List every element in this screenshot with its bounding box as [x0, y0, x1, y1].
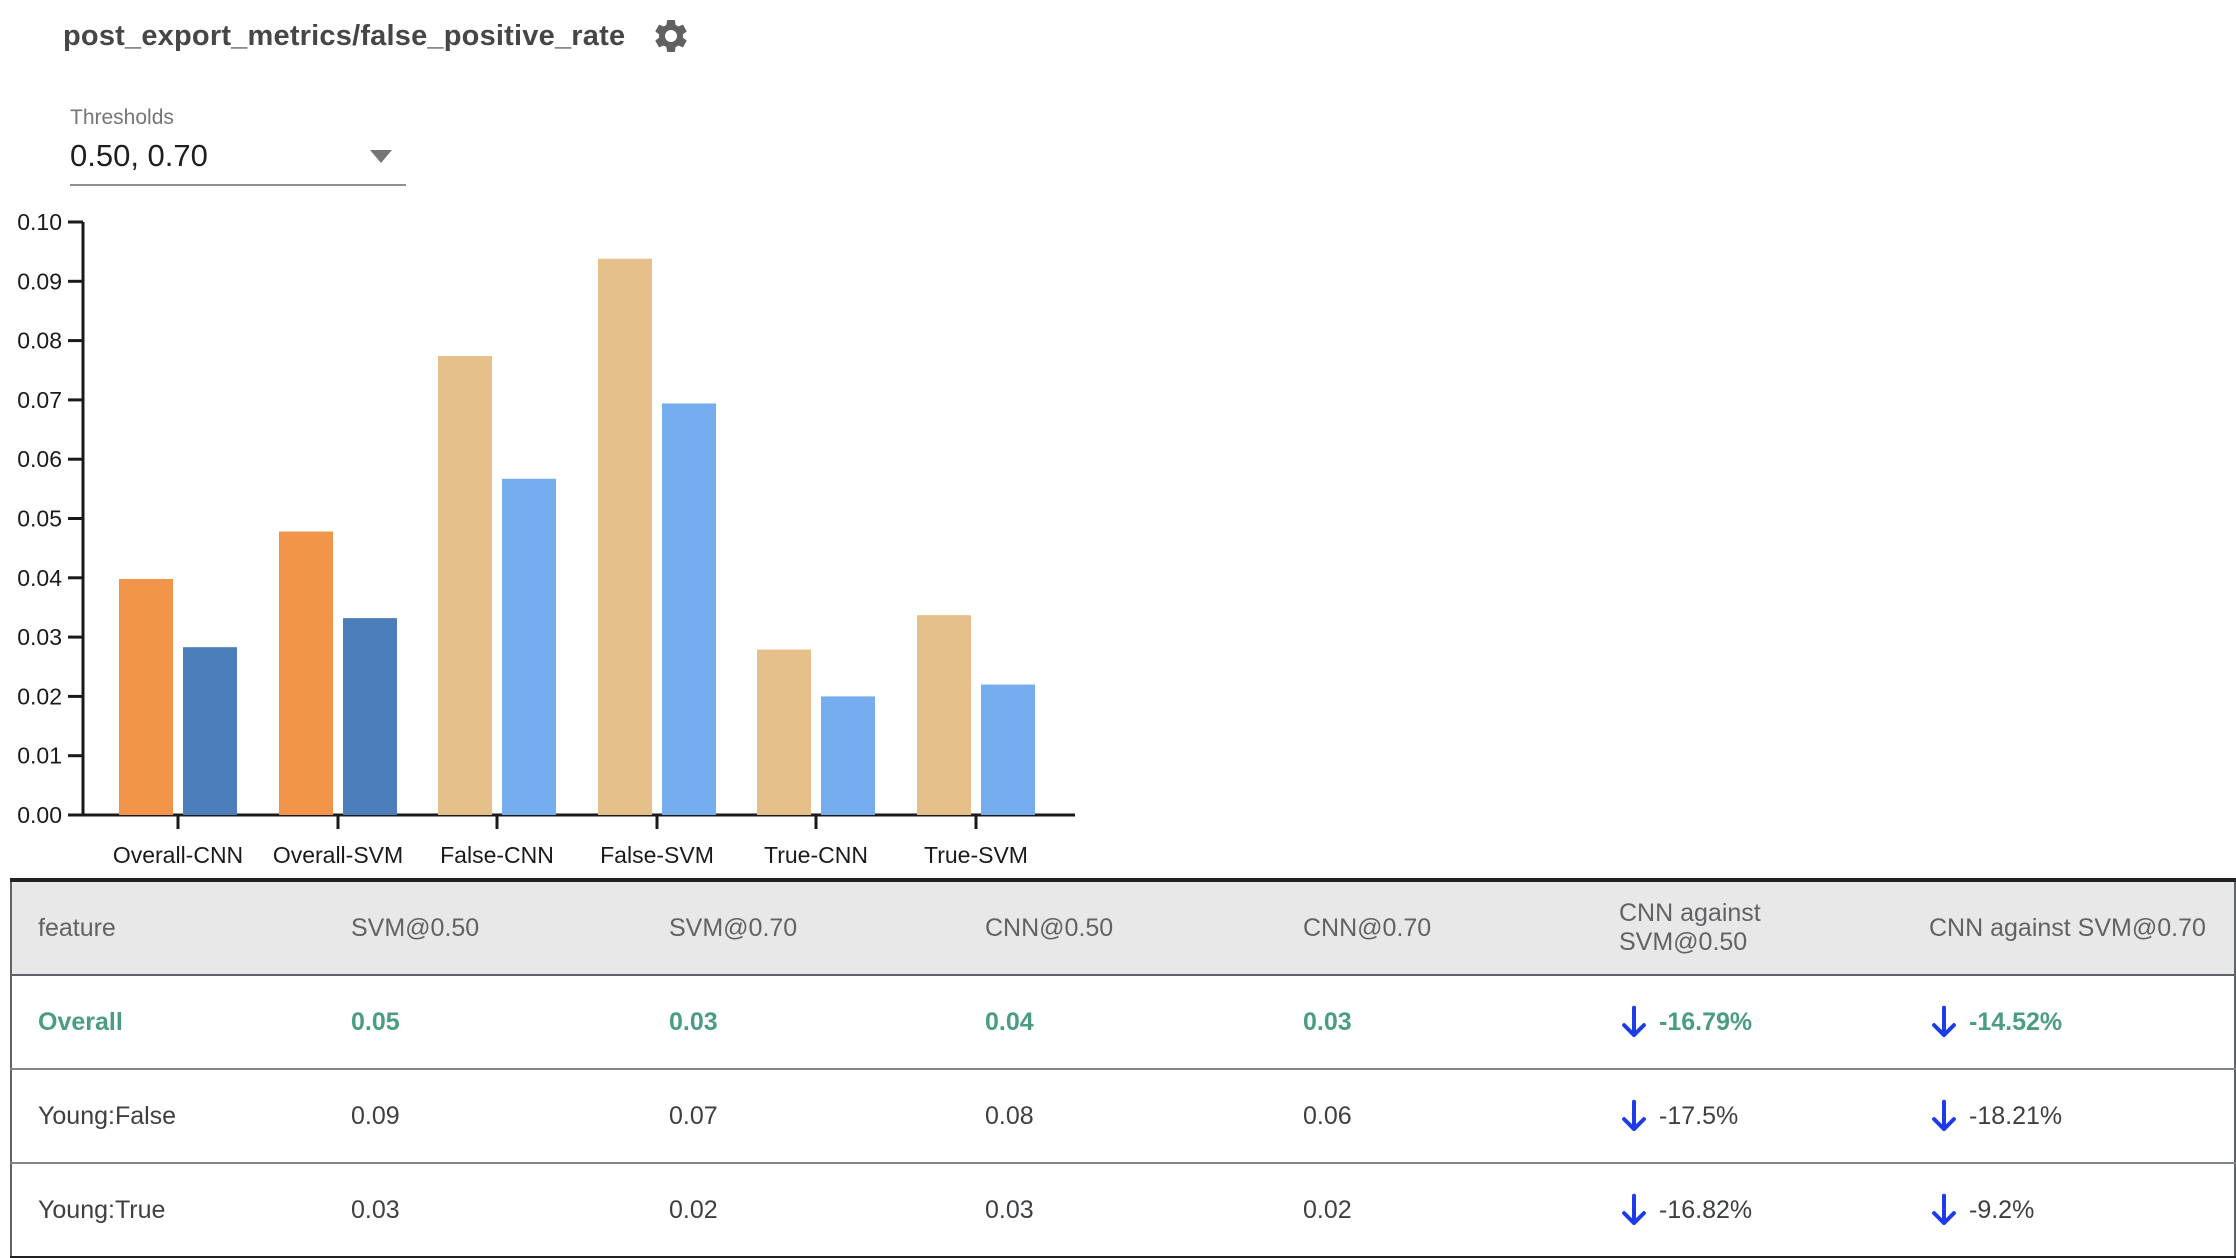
table-row[interactable]: Overall 0.05 0.03 0.04 0.03 -16.79% -14.52% — [11, 975, 2235, 1070]
feature-cell: Overall — [11, 975, 325, 1070]
bar-True-SVM-threshold-070[interactable] — [981, 684, 1035, 815]
y-tick-label: 0.03 — [17, 624, 62, 650]
y-tick-label: 0.00 — [17, 802, 62, 828]
bar-Overall-CNN-threshold-050[interactable] — [119, 578, 173, 815]
table-header-row: feature SVM@0.50 SVM@0.70 CNN@0.50 CNN@0… — [11, 880, 2235, 976]
y-tick-label: 0.05 — [17, 506, 62, 532]
column-header-svm-070: SVM@0.70 — [643, 880, 959, 976]
feature-cell: Young:False — [11, 1069, 325, 1164]
bar-Overall-SVM-threshold-050[interactable] — [279, 531, 333, 815]
diff-cell: -16.82% — [1593, 1163, 1903, 1258]
down-arrow-icon — [1622, 1099, 1646, 1132]
x-tick-label: Overall-SVM — [273, 842, 403, 868]
x-tick-label: True-SVM — [924, 842, 1028, 868]
value-cell: 0.03 — [1277, 975, 1593, 1070]
column-header-diff-070: CNN against SVM@0.70 — [1903, 880, 2235, 976]
value-cell: 0.03 — [959, 1163, 1277, 1258]
bar-False-CNN-threshold-070[interactable] — [502, 478, 556, 815]
value-cell: 0.06 — [1277, 1069, 1593, 1164]
y-tick-label: 0.06 — [17, 446, 62, 472]
y-tick-label: 0.08 — [17, 328, 62, 354]
x-tick-label: False-SVM — [600, 842, 714, 868]
y-tick-label: 0.07 — [17, 387, 62, 413]
table-row[interactable]: Young:True 0.03 0.02 0.03 0.02 -16.82% -9.2% — [11, 1163, 2235, 1258]
x-tick-label: Overall-CNN — [113, 842, 243, 868]
diff-value: -17.5% — [1659, 1101, 1739, 1130]
dropdown-arrow-icon — [370, 149, 392, 163]
bar-False-SVM-threshold-070[interactable] — [662, 403, 716, 815]
diff-value: -18.21% — [1969, 1101, 2063, 1130]
column-header-diff-050: CNN against SVM@0.50 — [1593, 880, 1903, 976]
diff-value: -14.52% — [1969, 1007, 2063, 1036]
bar-False-CNN-threshold-050[interactable] — [438, 356, 492, 815]
value-cell: 0.02 — [643, 1163, 959, 1258]
diff-cell: -16.79% — [1593, 975, 1903, 1070]
bar-False-SVM-threshold-050[interactable] — [598, 258, 652, 815]
value-cell: 0.09 — [325, 1069, 643, 1164]
down-arrow-icon — [1932, 1193, 1956, 1226]
thresholds-select[interactable]: 0.50, 0.70 — [70, 138, 406, 186]
page-title: post_export_metrics/false_positive_rate — [63, 19, 626, 52]
column-header-cnn-070: CNN@0.70 — [1277, 880, 1593, 976]
metrics-table: feature SVM@0.50 SVM@0.70 CNN@0.50 CNN@0… — [10, 878, 2236, 1258]
y-tick-label: 0.10 — [17, 209, 62, 235]
widget-header: post_export_metrics/false_positive_rate — [63, 16, 691, 56]
bar-True-CNN-threshold-070[interactable] — [821, 696, 875, 815]
thresholds-value: 0.50, 0.70 — [70, 138, 208, 173]
false-positive-rate-bar-chart[interactable]: 0.00 0.01 0.02 0.03 0.04 0.05 0.06 0.07 0.08 0.09… — [0, 200, 1120, 876]
bar-True-SVM-threshold-050[interactable] — [917, 615, 971, 815]
down-arrow-icon — [1932, 1099, 1956, 1132]
x-tick-label: True-CNN — [764, 842, 868, 868]
diff-value: -16.82% — [1659, 1195, 1753, 1224]
y-tick-label: 0.02 — [17, 683, 62, 709]
down-arrow-icon — [1932, 1005, 1956, 1038]
thresholds-control: Thresholds 0.50, 0.70 — [70, 106, 406, 186]
diff-cell: -9.2% — [1903, 1163, 2235, 1258]
diff-cell: -17.5% — [1593, 1069, 1903, 1164]
diff-cell: -14.52% — [1903, 975, 2235, 1070]
gear-icon[interactable] — [651, 16, 691, 56]
value-cell: 0.02 — [1277, 1163, 1593, 1258]
value-cell: 0.04 — [959, 975, 1277, 1070]
down-arrow-icon — [1622, 1193, 1646, 1226]
value-cell: 0.03 — [325, 1163, 643, 1258]
column-header-feature: feature — [11, 880, 325, 976]
column-header-cnn-050: CNN@0.50 — [959, 880, 1277, 976]
value-cell: 0.03 — [643, 975, 959, 1070]
diff-value: -9.2% — [1969, 1195, 2035, 1224]
column-header-svm-050: SVM@0.50 — [325, 880, 643, 976]
value-cell: 0.05 — [325, 975, 643, 1070]
value-cell: 0.08 — [959, 1069, 1277, 1164]
feature-cell: Young:True — [11, 1163, 325, 1258]
bar-Overall-CNN-threshold-070[interactable] — [183, 647, 237, 815]
diff-value: -16.79% — [1659, 1007, 1753, 1036]
y-tick-label: 0.09 — [17, 268, 62, 294]
value-cell: 0.07 — [643, 1069, 959, 1164]
thresholds-label: Thresholds — [70, 106, 174, 129]
bar-True-CNN-threshold-050[interactable] — [757, 649, 811, 815]
y-tick-label: 0.04 — [17, 565, 62, 591]
down-arrow-icon — [1622, 1005, 1646, 1038]
diff-cell: -18.21% — [1903, 1069, 2235, 1164]
y-tick-label: 0.01 — [17, 743, 62, 769]
bar-Overall-SVM-threshold-070[interactable] — [343, 618, 397, 815]
x-tick-label: False-CNN — [440, 842, 554, 868]
table-row[interactable]: Young:False 0.09 0.07 0.08 0.06 -17.5% -18.21% — [11, 1069, 2235, 1164]
